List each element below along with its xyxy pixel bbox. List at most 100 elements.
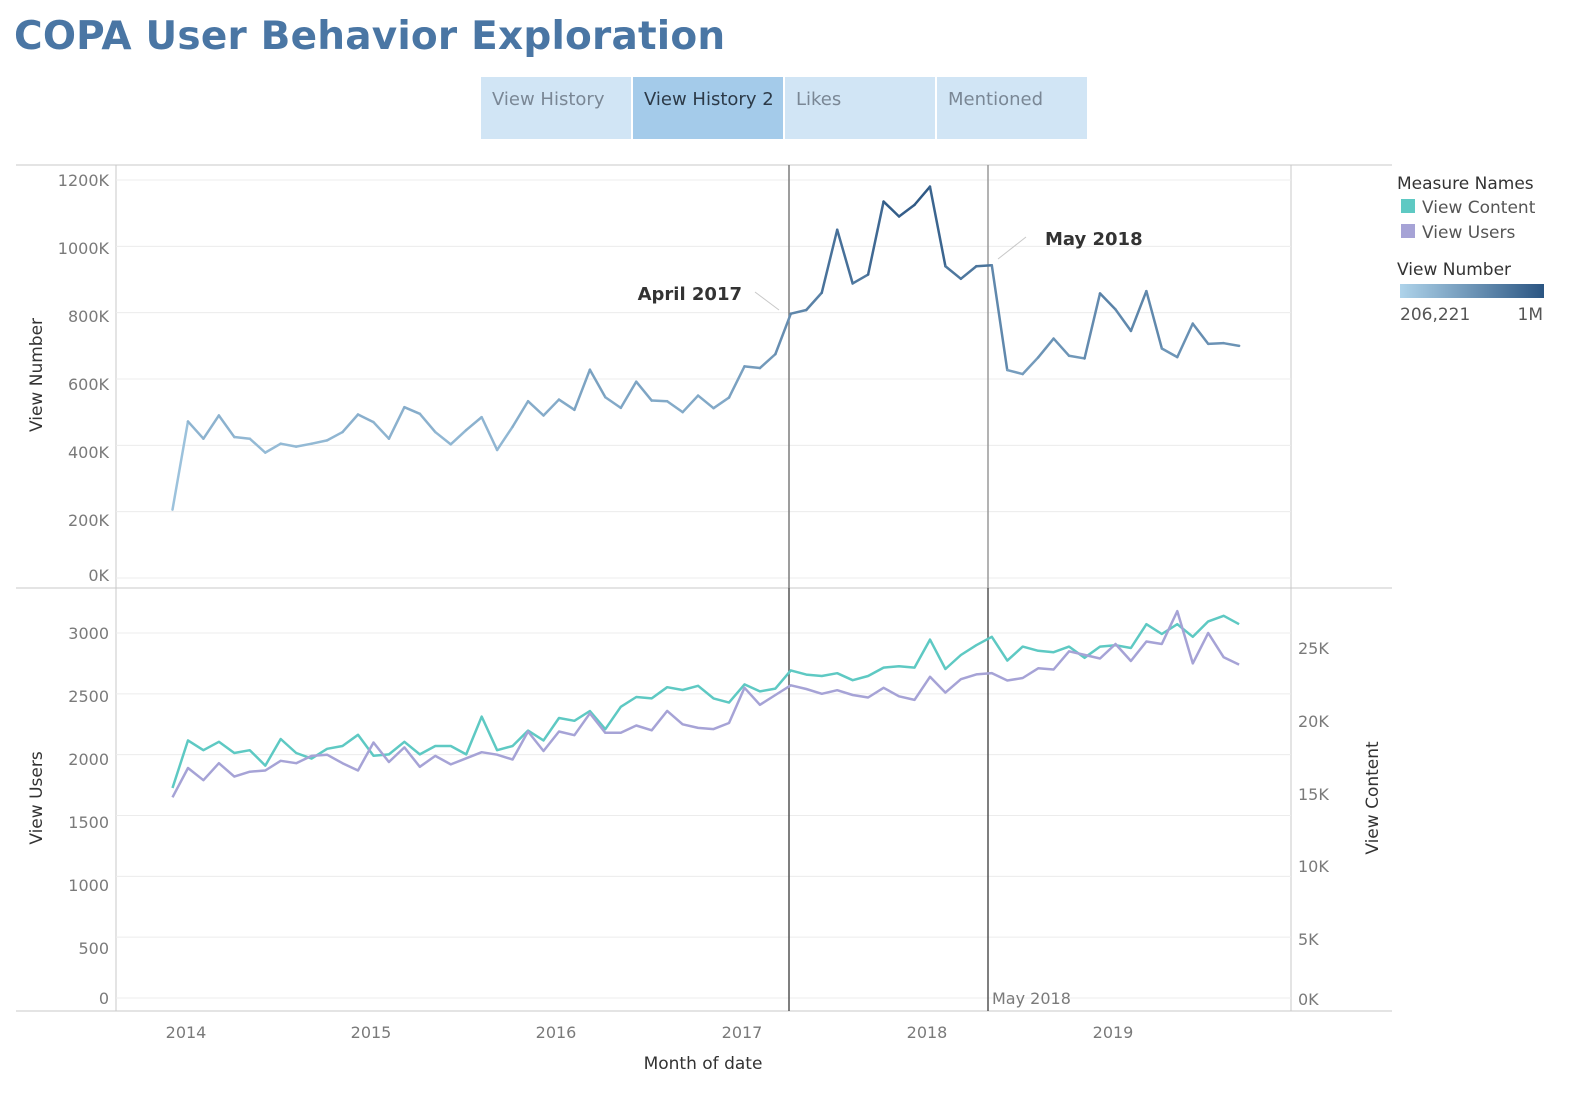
bottom-y-tick: 1500 <box>68 813 109 832</box>
view-number-segment <box>1176 322 1194 359</box>
x-axis-ticks: 2014 2015 2016 2017 2018 2019 <box>166 1023 1134 1042</box>
tab-view-history[interactable]: View History <box>481 77 631 139</box>
x-tick: 2014 <box>166 1023 207 1042</box>
top-y-tick: 200K <box>68 511 110 530</box>
annotation-connector-may-2018 <box>997 236 1027 260</box>
view-number-series <box>171 185 1241 511</box>
view-number-segment <box>851 273 870 285</box>
bottom-y-tick: 2500 <box>68 687 109 706</box>
bottom-y-tick: 3000 <box>68 624 109 643</box>
view-number-segment <box>1083 292 1102 360</box>
right-y-tick: 20K <box>1298 712 1329 731</box>
annotation-may-2018: May 2018 <box>1045 229 1143 250</box>
bottom-gridlines <box>116 632 1291 999</box>
view-number-segment <box>1206 341 1225 346</box>
view-number-segment <box>835 228 854 285</box>
view-number-segment <box>434 430 452 446</box>
page-title: COPA User Behavior Exploration <box>14 14 726 59</box>
right-y-tick: 5K <box>1298 930 1319 949</box>
view-number-segment <box>403 405 422 416</box>
view-number-segment <box>202 414 221 440</box>
legend-gradient-min: 206,221 <box>1400 305 1470 325</box>
view-number-segment <box>758 352 777 370</box>
top-y-tick: 800K <box>68 307 110 326</box>
bottom-y-tick: 500 <box>78 939 109 958</box>
view-number-segment <box>727 365 746 399</box>
view-number-segment <box>774 312 793 356</box>
view-number-segment <box>1021 356 1040 376</box>
view-number-segment <box>650 399 669 403</box>
legend-gradient-max: 1M <box>1518 305 1543 325</box>
view-number-segment <box>171 420 190 511</box>
view-number-segment <box>310 439 329 445</box>
top-y-tick: 1200K <box>58 171 110 190</box>
bottom-y-tick: 0 <box>99 989 109 1008</box>
view-number-segment <box>573 368 592 412</box>
view-number-segment <box>944 264 963 281</box>
view-number-segment <box>696 394 715 410</box>
legend-title-measure-names: Measure Names <box>1397 174 1534 194</box>
legend-color-gradient <box>1400 284 1544 298</box>
view-number-segment <box>975 263 994 268</box>
view-number-segment <box>665 399 684 414</box>
view-number-segment <box>526 399 545 417</box>
annotation-april-2017: April 2017 <box>638 284 742 305</box>
view-number-segment <box>557 398 576 412</box>
tab-likes[interactable]: Likes <box>785 77 935 139</box>
x-tick: 2016 <box>536 1023 577 1042</box>
view-number-segment <box>1114 308 1133 333</box>
annotation-connector-april-2017 <box>754 291 780 311</box>
top-y-ticks: 1200K 1000K 800K 600K 400K 200K 0K <box>58 171 110 585</box>
legend-swatch-view-content <box>1401 199 1415 213</box>
legend-swatch-view-users <box>1401 224 1415 238</box>
tab-view-history-2[interactable]: View History 2 <box>633 77 783 139</box>
view-number-segment <box>959 264 978 281</box>
view-number-segment <box>264 442 282 454</box>
view-number-segment <box>372 420 391 440</box>
x-tick: 2018 <box>907 1023 948 1042</box>
bottom-right-y-ticks: 25K 20K 15K 10K 5K 0K <box>1298 639 1329 1009</box>
view-number-segment <box>712 396 731 410</box>
view-number-segment <box>681 394 700 414</box>
view-number-segment <box>743 365 762 370</box>
view-number-segment <box>990 263 1009 372</box>
view-number-segment <box>588 368 607 399</box>
view-users-line <box>171 609 1240 798</box>
view-number-segment <box>217 414 236 439</box>
view-number-segment <box>1191 322 1210 346</box>
x-tick: 2017 <box>722 1023 763 1042</box>
legend-label-view-users: View Users <box>1422 223 1515 243</box>
tab-mentioned[interactable]: Mentioned <box>937 77 1087 139</box>
view-number-segment <box>511 399 530 429</box>
view-number-segment <box>789 308 808 315</box>
view-number-segment <box>604 395 623 410</box>
view-number-segment <box>805 291 823 312</box>
bottom-y-tick: 1000 <box>68 876 109 895</box>
top-y-tick: 0K <box>88 566 109 585</box>
legend-title-view-number: View Number <box>1397 260 1511 280</box>
view-number-segment <box>387 405 406 440</box>
view-number-segment <box>913 185 932 207</box>
right-y-tick: 0K <box>1298 990 1319 1009</box>
view-number-segment <box>1160 347 1179 359</box>
view-number-segment <box>542 398 561 417</box>
view-number-segment <box>495 425 514 452</box>
view-number-segment <box>635 380 653 402</box>
view-number-segment <box>279 442 298 448</box>
view-number-segment <box>233 435 252 440</box>
view-number-segment <box>341 413 360 434</box>
view-number-segment <box>186 420 205 440</box>
view-number-segment <box>464 415 483 432</box>
right-y-tick: 25K <box>1298 639 1329 658</box>
right-y-tick: 10K <box>1298 857 1329 876</box>
x-axis-title: Month of date <box>644 1054 763 1074</box>
bottom-left-y-axis-title: View Users <box>27 751 47 844</box>
x-tick: 2015 <box>351 1023 392 1042</box>
bottom-left-y-ticks: 3000 2500 2000 1500 1000 500 0 <box>68 624 109 1008</box>
legend-label-view-content: View Content <box>1422 198 1536 218</box>
view-number-segment <box>1036 337 1055 359</box>
view-number-segment <box>866 200 885 276</box>
view-number-segment <box>294 442 313 448</box>
view-number-segment <box>882 200 901 218</box>
view-number-segment <box>418 412 437 434</box>
